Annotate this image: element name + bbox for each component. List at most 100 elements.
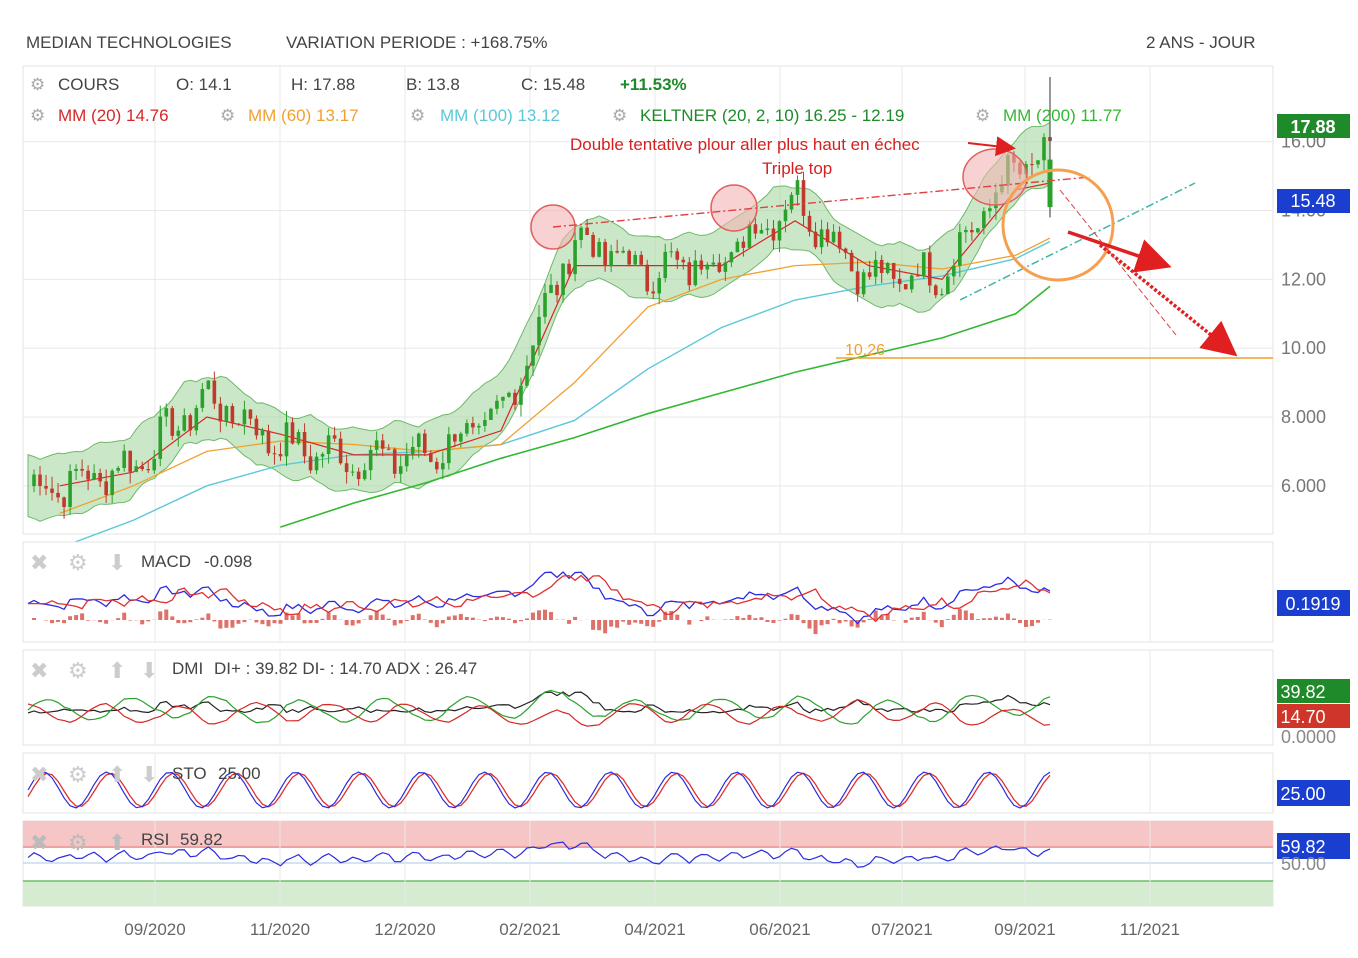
macd-bar [777, 620, 782, 621]
macd-bar [200, 617, 205, 620]
macd-bar [729, 619, 734, 620]
candle-body [789, 194, 794, 210]
up-arrow-icon[interactable]: ⬆ [108, 658, 126, 683]
gear-icon[interactable]: ⚙ [68, 830, 88, 855]
up-arrow-icon[interactable]: ⬆ [108, 830, 126, 855]
candle-body [627, 250, 631, 265]
rsi-oversold-zone [23, 881, 1273, 906]
candle-body [873, 259, 878, 277]
price-legend: ⚙ COURS O: 14.1 H: 17.88 B: 13.8 C: 15.4… [30, 75, 1122, 125]
up-arrow-icon[interactable]: ⬆ [108, 762, 126, 787]
candle-body [38, 474, 42, 487]
macd-bar [849, 620, 854, 627]
macd-bar [116, 618, 121, 620]
close-icon[interactable]: ✖ [30, 762, 48, 787]
macd-bar [615, 620, 620, 628]
candle-body [146, 469, 151, 471]
macd-bar [705, 616, 710, 620]
macd-bar [512, 620, 517, 624]
macd-bar [753, 618, 758, 620]
macd-bar [657, 620, 662, 622]
candle-body [603, 241, 607, 266]
support-label: 10.26 [845, 342, 885, 359]
candle-body [813, 231, 818, 248]
candle-body [855, 271, 860, 295]
macd-bar [933, 620, 938, 623]
gear-icon[interactable]: ⚙ [68, 762, 88, 787]
candle-body [735, 241, 740, 253]
macd-bar [603, 620, 608, 634]
candle-body [128, 450, 132, 472]
candle-body [933, 285, 938, 296]
macd-bar [735, 616, 740, 620]
gear-icon[interactable]: ⚙ [975, 106, 990, 125]
macd-bar [266, 620, 271, 627]
down-arrow-icon[interactable]: ⬇ [140, 762, 158, 787]
gear-icon[interactable]: ⚙ [68, 658, 88, 683]
candle-body [224, 406, 229, 422]
close-icon[interactable]: ✖ [30, 550, 48, 575]
macd-bar [218, 620, 223, 629]
gear-icon[interactable]: ⚙ [68, 550, 88, 575]
candle-body [711, 262, 716, 265]
macd-bar [795, 614, 800, 620]
macd-bar [801, 620, 806, 624]
macd-bar [909, 617, 914, 620]
macd-bar [543, 609, 548, 620]
legend-high: H: 17.88 [291, 75, 355, 94]
price-panel [22, 65, 1274, 535]
macd-bar [368, 615, 373, 620]
candle-body [970, 229, 974, 233]
dmi-axis-zero: 0.0000 [1281, 727, 1336, 747]
candle-body [350, 471, 355, 473]
time-tick: 02/2021 [499, 920, 560, 939]
price-tick: 12.00 [1281, 269, 1326, 289]
macd-histogram [32, 608, 1052, 635]
candle-body [98, 472, 102, 482]
candle-body [212, 380, 217, 404]
candle-body [200, 389, 205, 408]
price-tick: 6.000 [1281, 476, 1326, 496]
candle-body [170, 408, 175, 436]
macd-bar [356, 620, 361, 624]
gear-icon[interactable]: ⚙ [410, 106, 425, 125]
mm200-line [280, 285, 1051, 528]
macd-bar [164, 609, 169, 620]
macd-bar [308, 620, 313, 624]
last-badge: 15.48 [1290, 191, 1335, 211]
candle-body [410, 446, 415, 455]
candle-body [56, 492, 60, 498]
di-minus-badge: 14.70 [1280, 707, 1325, 727]
top-circle-3 [962, 148, 1028, 206]
gear-icon[interactable]: ⚙ [220, 106, 235, 125]
macd-bar [428, 620, 433, 623]
macd-bar [80, 613, 85, 620]
candle-body [140, 466, 145, 470]
candle-body [561, 263, 565, 296]
gear-icon[interactable]: ⚙ [30, 75, 45, 94]
down-arrow-icon[interactable]: ⬇ [108, 550, 126, 575]
candle-body [982, 211, 986, 229]
uptrend-line [959, 182, 1196, 301]
gear-icon[interactable]: ⚙ [612, 106, 627, 125]
macd-bar [873, 610, 878, 620]
macd-bar [993, 616, 998, 620]
last-candle-body [1047, 159, 1053, 208]
macd-bar [206, 613, 211, 620]
close-icon[interactable]: ✖ [30, 830, 48, 855]
time-tick: 09/2020 [124, 920, 185, 939]
candlesticks [32, 77, 1053, 519]
gear-icon[interactable]: ⚙ [30, 106, 45, 125]
instrument-name: MEDIAN TECHNOLOGIES [26, 33, 232, 52]
sto-value: 25.00 [218, 764, 261, 783]
resistance-line [552, 176, 1091, 228]
close-icon[interactable]: ✖ [30, 658, 48, 683]
period-selector[interactable]: 2 ANS - JOUR [1146, 33, 1256, 52]
macd-bar [146, 620, 151, 622]
sto-badge-bg [1277, 780, 1350, 806]
down-arrow-icon[interactable]: ⬇ [140, 658, 158, 683]
candle-body [801, 180, 806, 216]
candle-body [80, 468, 84, 471]
candle-body [825, 229, 830, 243]
